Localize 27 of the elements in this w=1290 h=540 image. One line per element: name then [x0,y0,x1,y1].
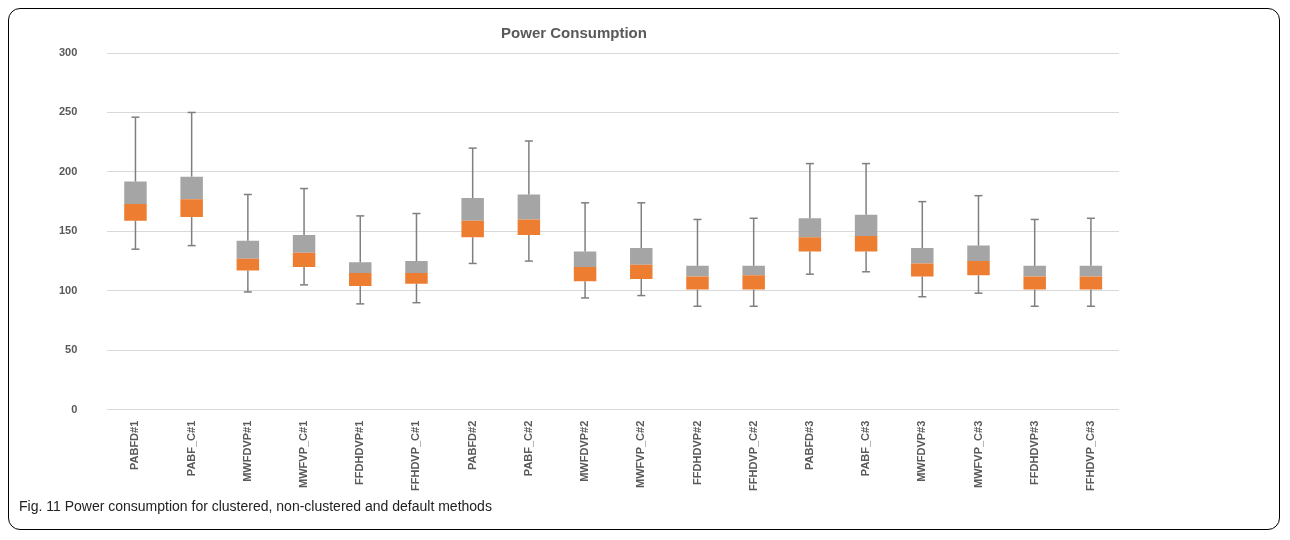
x-tick-label: PABFD#2 [465,420,478,471]
x-tick-label: PABF_C#1 [184,420,197,477]
x-tick-label: PABF_C#2 [521,420,534,477]
y-tick-label: 200 [58,164,78,177]
x-tick-label: MWFVP_C#3 [971,420,984,488]
caption: Fig. 11 Power consumption for clustered, non-clustered and default methods [18,497,493,516]
x-tick-label: MWFDVP#1 [240,420,253,482]
x-tick-label: MWFVP_C#1 [297,420,310,488]
y-tick-label: 50 [65,343,78,356]
y-tick-label: 300 [58,46,78,59]
x-tick-label: PABFD#3 [802,420,815,471]
x-tick-label: PABF_C#3 [859,420,872,477]
x-tick-label: FFDHDVP#1 [353,420,366,485]
x-tick-label: FFDHDVP#3 [1027,420,1040,485]
x-tick-label: FFHDVP_C#3 [1083,420,1096,491]
y-tick-label: 100 [58,283,78,296]
y-tick-label: 0 [71,402,78,415]
x-tick-label: MWFDVP#3 [915,420,928,482]
chart-title: Power Consumption [501,24,647,42]
y-tick-label: 250 [58,105,78,118]
x-tick-label: MWFDVP#2 [578,420,591,482]
x-tick-label: PABFD#1 [128,420,141,471]
x-tick-label: FFDHDVP#2 [690,420,703,485]
x-tick-label: FFHDVP_C#1 [409,420,422,491]
y-tick-label: 150 [58,224,78,237]
x-tick-label: FFHDVP_C#2 [746,420,759,491]
x-tick-label: MWFVP_C#2 [634,420,647,488]
